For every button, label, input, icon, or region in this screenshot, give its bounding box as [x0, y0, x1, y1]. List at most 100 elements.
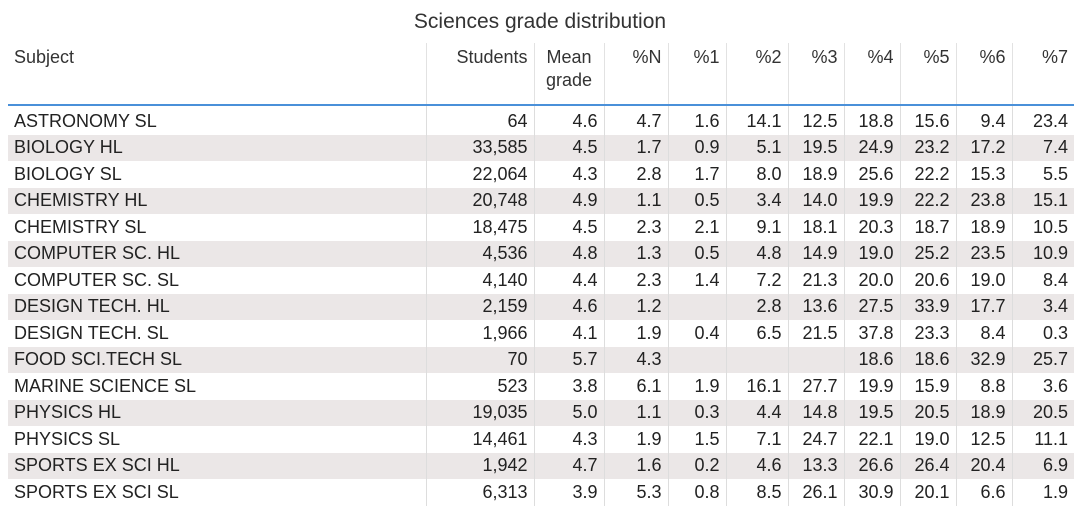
cell-mean-grade: 4.4	[534, 267, 605, 294]
cell-mean-grade: 4.6	[534, 105, 605, 135]
cell-pct-5: 22.2	[900, 187, 957, 214]
cell-pct-2: 4.8	[726, 240, 789, 267]
cell-pct-n: 4.3	[604, 346, 669, 373]
cell-pct-1: 0.3	[668, 399, 727, 426]
cell-pct-2: 16.1	[726, 373, 789, 400]
cell-pct-7: 0.3	[1042, 322, 1068, 343]
cell-pct-3: 21.3	[788, 267, 845, 294]
cell-mean-grade: 4.5	[534, 134, 605, 161]
table-row: DESIGN TECH. HL 2,159 4.6 1.2 2.8 13.6 27.5 33.…	[8, 293, 1074, 320]
cell-subject: MARINE SCIENCE SL	[8, 373, 427, 400]
cell-subject: PHYSICS SL	[8, 426, 427, 453]
cell-pct-1: 1.4	[668, 267, 727, 294]
cell-mean-grade: 4.5	[534, 214, 605, 241]
cell-pct-4: 18.8	[844, 105, 901, 135]
cell-pct-4: 18.6	[844, 346, 901, 373]
cell-pct-6: 17.7	[956, 293, 1013, 320]
column-header-subject: Subject	[8, 43, 427, 106]
grade-distribution-table: Subject Students Mean grade %N %1 %2 %3 …	[8, 43, 1074, 506]
cell-mean-grade: 5.7	[534, 346, 605, 373]
column-header-pct-n: %N	[604, 43, 669, 106]
cell-mean-grade: 3.9	[534, 479, 605, 506]
cell-pct-4: 19.9	[844, 373, 901, 400]
cell-mean-grade: 4.1	[534, 320, 605, 347]
cell-pct-3: 27.7	[788, 373, 845, 400]
cell-pct-n: 1.1	[604, 187, 669, 214]
cell-pct-3: 12.5	[788, 105, 845, 135]
table-row: BIOLOGY SL 22,064 4.3 2.8 1.7 8.0 18.9 25.6 22.2…	[8, 161, 1074, 188]
cell-pct-4: 20.3	[844, 214, 901, 241]
cell-pct-4: 19.9	[844, 187, 901, 214]
cell-pct-4: 37.8	[844, 320, 901, 347]
cell-pct-7: 5.5	[1042, 163, 1068, 184]
cell-subject: FOOD SCI.TECH SL	[8, 346, 427, 373]
cell-pct-7: 3.4	[1012, 293, 1074, 320]
cell-subject: DESIGN TECH. SL	[8, 320, 427, 347]
cell-pct-3: 19.5	[788, 134, 845, 161]
cell-pct-7: 1.9	[1042, 481, 1068, 502]
cell-pct-n: 1.9	[604, 426, 669, 453]
cell-pct-1: 0.2	[668, 452, 727, 479]
cell-pct-n: 1.1	[604, 399, 669, 426]
cell-mean-grade: 4.9	[534, 187, 605, 214]
cell-pct-n: 4.7	[604, 105, 669, 135]
cell-pct-4: 19.5	[844, 399, 901, 426]
cell-pct-2: 6.5	[726, 320, 789, 347]
cell-mean-grade: 4.6	[534, 293, 605, 320]
table-row: CHEMISTRY SL 18,475 4.5 2.3 2.1 9.1 18.1 20.3 18…	[8, 214, 1074, 241]
cell-pct-1: 0.9	[668, 134, 727, 161]
cell-pct-7: 10.5	[1032, 216, 1068, 237]
cell-pct-5: 18.7	[900, 214, 957, 241]
cell-pct-5: 23.2	[900, 134, 957, 161]
cell-students: 22,064	[426, 161, 535, 188]
cell-subject: CHEMISTRY SL	[8, 214, 427, 241]
cell-pct-3: 18.1	[788, 214, 845, 241]
cell-subject: SPORTS EX SCI HL	[8, 452, 427, 479]
cell-pct-1	[668, 346, 727, 373]
cell-subject: SPORTS EX SCI SL	[8, 479, 427, 506]
column-header-pct-7: %7	[1012, 43, 1074, 106]
cell-pct-6: 23.5	[956, 240, 1013, 267]
cell-pct-4: 25.6	[844, 161, 901, 188]
table-row: SPORTS EX SCI SL 6,313 3.9 5.3 0.8 8.5 26.1 30.…	[8, 479, 1074, 506]
cell-pct-6: 20.4	[956, 452, 1013, 479]
cell-pct-4: 27.5	[844, 293, 901, 320]
cell-pct-6: 23.8	[956, 187, 1013, 214]
column-header-students: Students	[426, 43, 535, 106]
cell-pct-n: 2.3	[604, 214, 669, 241]
table-row: DESIGN TECH. SL 1,966 4.1 1.9 0.4 6.5 21.5 37.8…	[8, 320, 1074, 347]
cell-pct-n: 2.8	[604, 161, 669, 188]
column-header-mean-grade: Mean grade	[534, 43, 605, 106]
cell-pct-6: 12.5	[956, 426, 1013, 453]
cell-pct-5: 26.4	[900, 452, 957, 479]
cell-students: 18,475	[426, 214, 535, 241]
cell-pct-5: 15.6	[900, 105, 957, 135]
cell-pct-7: 3.6	[1042, 375, 1068, 396]
cell-mean-grade: 3.8	[534, 373, 605, 400]
cell-subject: BIOLOGY SL	[8, 161, 427, 188]
table-row: PHYSICS HL 19,035 5.0 1.1 0.3 4.4 14.8 19.5 20.5…	[8, 399, 1074, 426]
table-row: ASTRONOMY SL 64 4.6 4.7 1.6 14.1 12.5 18.8 15.6 9…	[8, 105, 1074, 135]
cell-pct-1: 1.7	[668, 161, 727, 188]
cell-pct-n: 1.3	[604, 240, 669, 267]
cell-pct-3	[788, 346, 845, 373]
cell-pct-3: 14.0	[788, 187, 845, 214]
cell-pct-6: 9.4	[956, 105, 1013, 135]
cell-subject: ASTRONOMY SL	[8, 105, 427, 135]
cell-pct-2: 8.5	[726, 479, 789, 506]
cell-pct-2: 4.6	[726, 452, 789, 479]
cell-mean-grade: 4.7	[534, 452, 605, 479]
cell-pct-n: 2.3	[604, 267, 669, 294]
cell-pct-2: 14.1	[726, 105, 789, 135]
cell-pct-7: 20.5	[1012, 399, 1074, 426]
cell-pct-6: 18.9	[956, 399, 1013, 426]
cell-pct-7: 8.4	[1042, 269, 1068, 290]
cell-pct-2: 3.4	[726, 187, 789, 214]
cell-mean-grade: 4.8	[534, 240, 605, 267]
cell-pct-4: 19.0	[844, 240, 901, 267]
cell-pct-2: 8.0	[726, 161, 789, 188]
cell-pct-2: 7.2	[726, 267, 789, 294]
cell-students: 1,966	[426, 320, 535, 347]
cell-pct-5: 33.9	[900, 293, 957, 320]
table-row: COMPUTER SC. SL 4,140 4.4 2.3 1.4 7.2 21.3 20.0…	[8, 267, 1074, 294]
